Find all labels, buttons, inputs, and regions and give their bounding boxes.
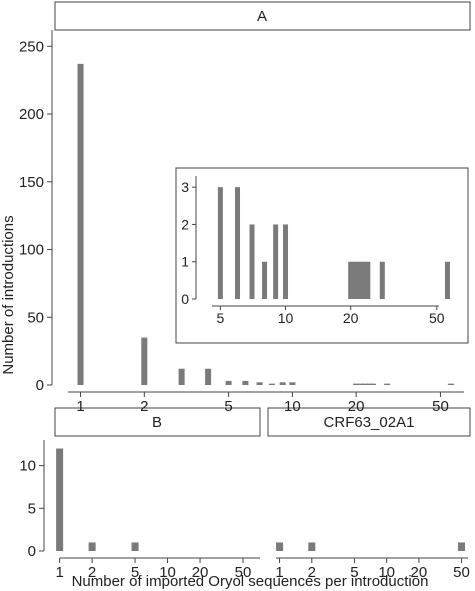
bar-a-56 <box>447 383 454 385</box>
x-tick-label-a-5: 5 <box>224 398 232 415</box>
bar-a-8 <box>268 383 275 385</box>
bar-b-5 <box>131 542 139 551</box>
panel-a-inset: 0 1 2 3 5 10 20 50 <box>175 167 469 344</box>
y-tick-label-a-inset-2: 2 <box>181 216 189 232</box>
x-tick-label-b-50: 50 <box>235 564 252 581</box>
y-tick-label-a-100: 100 <box>19 242 44 259</box>
x-tick-label-a-inset-50: 50 <box>429 310 445 326</box>
strip-label-a: A <box>257 8 267 25</box>
bar-a-inset-28 <box>379 261 385 299</box>
bar-a-inset-10 <box>283 224 289 299</box>
bar-a-inset-24 <box>365 261 371 299</box>
bar-b-2 <box>88 542 96 551</box>
x-tick-label-a-2: 2 <box>140 398 148 415</box>
bar-crf63_02a1-2 <box>308 542 316 551</box>
bar-a-3 <box>178 368 185 385</box>
x-tick-label-crf63_02a1-5: 5 <box>350 564 358 581</box>
strip-label-crf63: CRF63_02A1 <box>324 414 415 431</box>
x-tick-label-a-inset-5: 5 <box>216 310 224 326</box>
strip-label-b: B <box>152 414 162 431</box>
x-axis-title: Number of imported Oryol sequences per i… <box>72 573 429 590</box>
bar-a-6 <box>242 380 249 385</box>
bar-a-4 <box>205 368 212 385</box>
bar-a-5 <box>225 380 232 385</box>
bar-a-22 <box>361 383 368 385</box>
y-tick-label-a-50: 50 <box>27 309 44 326</box>
x-tick-label-crf63_02a1-1: 1 <box>275 564 283 581</box>
bar-a-inset-20 <box>348 261 354 299</box>
inset-frame <box>175 167 469 344</box>
y-tick-label-a-200: 200 <box>19 106 44 123</box>
y-tick-label-a-inset-3: 3 <box>181 179 189 195</box>
x-tick-label-b-10: 10 <box>159 564 176 581</box>
y-tick-label-a-0: 0 <box>36 377 44 394</box>
bar-a-9 <box>279 382 286 385</box>
x-tick-label-a-10: 10 <box>284 398 301 415</box>
bar-a-23 <box>366 383 373 385</box>
y-tick-label-b-5: 5 <box>28 500 36 517</box>
bar-a-10 <box>289 382 296 385</box>
x-tick-label-a-20: 20 <box>348 398 365 415</box>
x-tick-label-b-5: 5 <box>131 564 139 581</box>
bar-crf63_02a1-1 <box>276 542 284 551</box>
y-axis-title: Number of introductions <box>0 215 17 374</box>
y-tick-label-a-inset-0: 0 <box>181 291 189 307</box>
bar-a-20 <box>353 383 360 385</box>
x-tick-label-b-2: 2 <box>88 564 96 581</box>
y-tick-label-a-250: 250 <box>19 38 44 55</box>
bar-a-21 <box>357 383 364 385</box>
bar-a-24 <box>369 383 376 385</box>
strip-crf: CRF63_02A1 <box>267 407 471 437</box>
bar-a-inset-6 <box>235 187 241 299</box>
x-tick-label-a-50: 50 <box>432 398 449 415</box>
strip-a: A <box>54 1 471 31</box>
x-tick-label-crf63_02a1-50: 50 <box>453 564 470 581</box>
x-tick-label-b-1: 1 <box>55 564 63 581</box>
bar-a-28 <box>384 383 391 385</box>
bar-a-7 <box>256 382 263 385</box>
bar-a-inset-22 <box>357 261 363 299</box>
bar-a-inset-56 <box>444 261 450 299</box>
x-tick-label-b-20: 20 <box>192 564 209 581</box>
x-tick-label-crf63_02a1-10: 10 <box>378 564 395 581</box>
x-tick-label-crf63_02a1-2: 2 <box>308 564 316 581</box>
x-tick-label-a-inset-10: 10 <box>278 310 294 326</box>
strip-b: B <box>54 407 261 437</box>
bar-a-inset-21 <box>352 261 358 299</box>
bar-a-1 <box>77 63 84 386</box>
panel-b: 0 5 10 1 2 5 10 20 50 <box>19 440 260 581</box>
panel-crf63-02a1: 1 2 5 10 20 50 <box>275 542 470 581</box>
bar-b-1 <box>56 448 64 551</box>
y-tick-label-b-0: 0 <box>28 543 36 560</box>
bar-a-inset-5 <box>217 187 223 299</box>
bar-a-inset-9 <box>273 224 279 299</box>
bar-a-2 <box>141 337 148 385</box>
x-tick-label-a-inset-20: 20 <box>343 310 359 326</box>
y-tick-label-b-10: 10 <box>19 458 36 475</box>
bar-a-inset-7 <box>249 224 255 299</box>
x-tick-label-a-1: 1 <box>76 398 84 415</box>
bar-crf63_02a1-50 <box>458 542 466 551</box>
y-tick-label-a-inset-1: 1 <box>181 254 189 270</box>
bar-a-inset-23 <box>361 261 367 299</box>
y-tick-label-a-150: 150 <box>19 174 44 191</box>
x-tick-label-crf63_02a1-20: 20 <box>411 564 428 581</box>
bar-a-inset-8 <box>262 261 268 299</box>
